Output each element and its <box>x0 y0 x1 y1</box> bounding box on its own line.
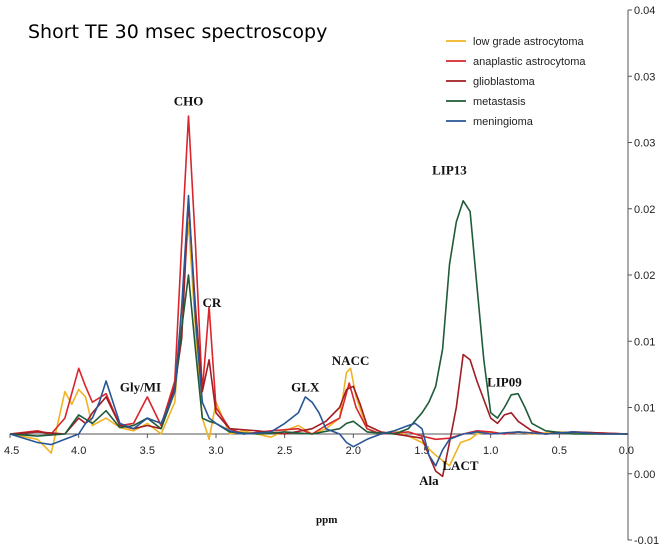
legend-entry: meningioma <box>473 116 534 128</box>
series-line-3 <box>9 200 629 478</box>
y-tick-label: 0.04 <box>634 5 655 17</box>
legend-entry: glioblastoma <box>473 76 536 88</box>
x-tick-label: 1.0 <box>483 445 498 457</box>
peak-label: LACT <box>442 458 478 473</box>
y-tick-label: 0.03 <box>634 71 655 83</box>
x-tick-label: 4.0 <box>71 445 86 457</box>
peak-label: Ala <box>419 473 439 488</box>
y-tick-label: -0.01 <box>634 535 659 547</box>
y-tick-label: 0.02 <box>634 270 655 282</box>
x-tick-label: 3.0 <box>208 445 223 457</box>
y-tick-label: 0.02 <box>634 204 655 216</box>
x-tick-label: 0.0 <box>619 445 634 457</box>
y-tick-label: 0.01 <box>634 403 655 415</box>
legend-entry: anaplastic astrocytoma <box>473 56 586 68</box>
x-tick-label: 4.5 <box>4 445 19 457</box>
peak-label: CHO <box>174 93 204 108</box>
x-tick-label: 2.5 <box>277 445 292 457</box>
x-tick-label: 3.5 <box>140 445 155 457</box>
chart-title: Short TE 30 msec spectroscopy <box>28 21 327 43</box>
peak-label: LIP09 <box>487 374 522 389</box>
peak-label: NACC <box>332 353 370 368</box>
peak-label: GLX <box>291 380 320 395</box>
y-tick-label: 0.00 <box>634 469 655 481</box>
series-line-5 <box>9 194 628 467</box>
x-tick-label: 2.0 <box>346 445 361 457</box>
y-tick-label: 0.03 <box>634 138 655 150</box>
peak-label: LIP13 <box>432 162 467 177</box>
x-axis-label: ppm <box>316 514 337 526</box>
series-line-1 <box>9 221 628 467</box>
plot-area: 0.04 0.03 0.03 0.02 0.02 0.01 0.01 0.00 -0.01 4.5… <box>4 5 659 547</box>
series-line-4 <box>9 200 628 437</box>
peak-label: Gly/MI <box>120 380 161 395</box>
peak-label: CR <box>202 295 221 310</box>
y-tick-label: 0.01 <box>634 336 655 348</box>
legend-entry: low grade astrocytoma <box>473 36 585 48</box>
x-tick-label: 0.5 <box>552 445 567 457</box>
legend-entry: metastasis <box>473 96 526 108</box>
